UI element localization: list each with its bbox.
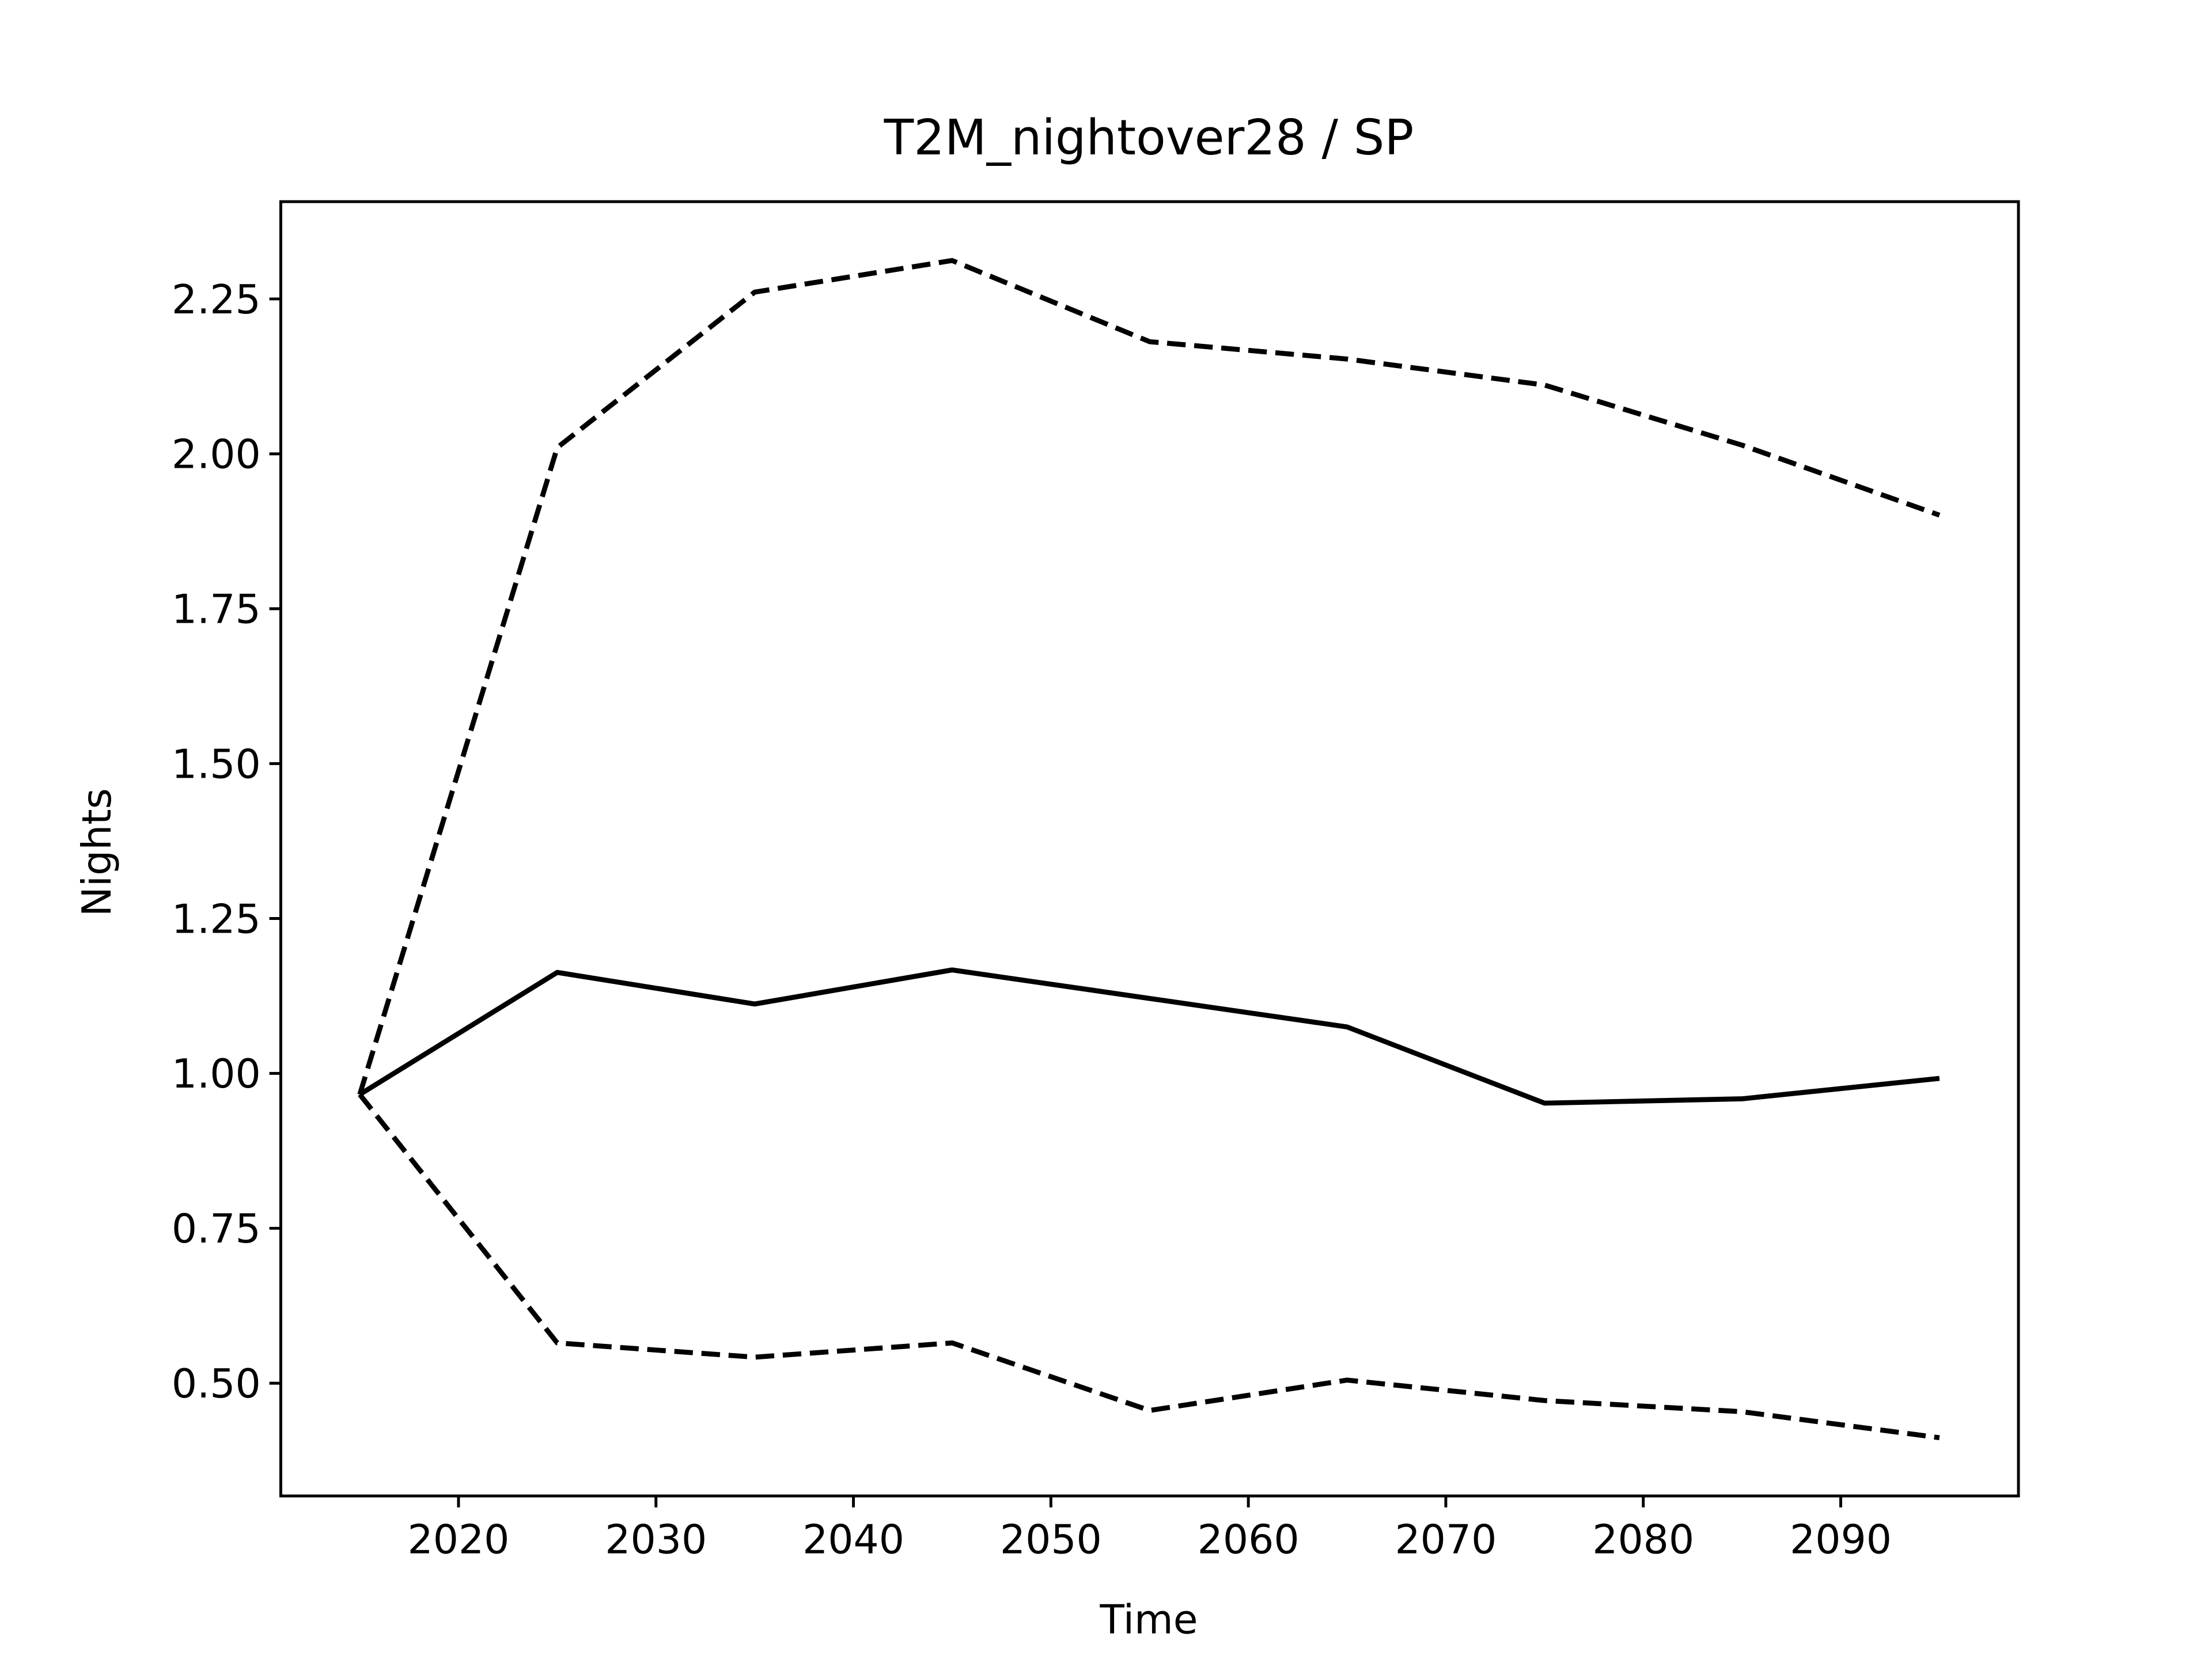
x-tick-label: 2080 xyxy=(1592,1516,1694,1563)
line-series xyxy=(358,967,1940,1106)
y-tick-label: 1.00 xyxy=(172,1051,261,1097)
line-series xyxy=(357,257,1941,1096)
x-tick-label: 2050 xyxy=(1000,1516,1102,1563)
x-tick-label: 2040 xyxy=(802,1516,904,1563)
y-tick-label: 1.25 xyxy=(172,896,261,942)
x-tick-label: 2060 xyxy=(1198,1516,1300,1563)
y-axis-label: Nights xyxy=(74,788,120,916)
x-tick-label: 2030 xyxy=(605,1516,707,1563)
y-tick-label: 2.25 xyxy=(172,276,261,323)
y-tick-label: 2.00 xyxy=(172,431,261,478)
x-axis-label: Time xyxy=(1099,1596,1198,1643)
plot-frame xyxy=(279,200,2020,1498)
chart-title: T2M_nightover28 / SP xyxy=(884,109,1414,166)
y-tick-label: 1.50 xyxy=(172,741,261,787)
y-tick-label: 0.75 xyxy=(172,1206,261,1252)
x-tick-label: 2090 xyxy=(1790,1516,1892,1563)
line-series xyxy=(358,1093,1940,1441)
x-tick-label: 2070 xyxy=(1395,1516,1497,1563)
y-tick-label: 0.50 xyxy=(172,1361,261,1407)
x-tick-label: 2020 xyxy=(408,1516,510,1563)
y-tick-label: 1.75 xyxy=(172,586,261,633)
